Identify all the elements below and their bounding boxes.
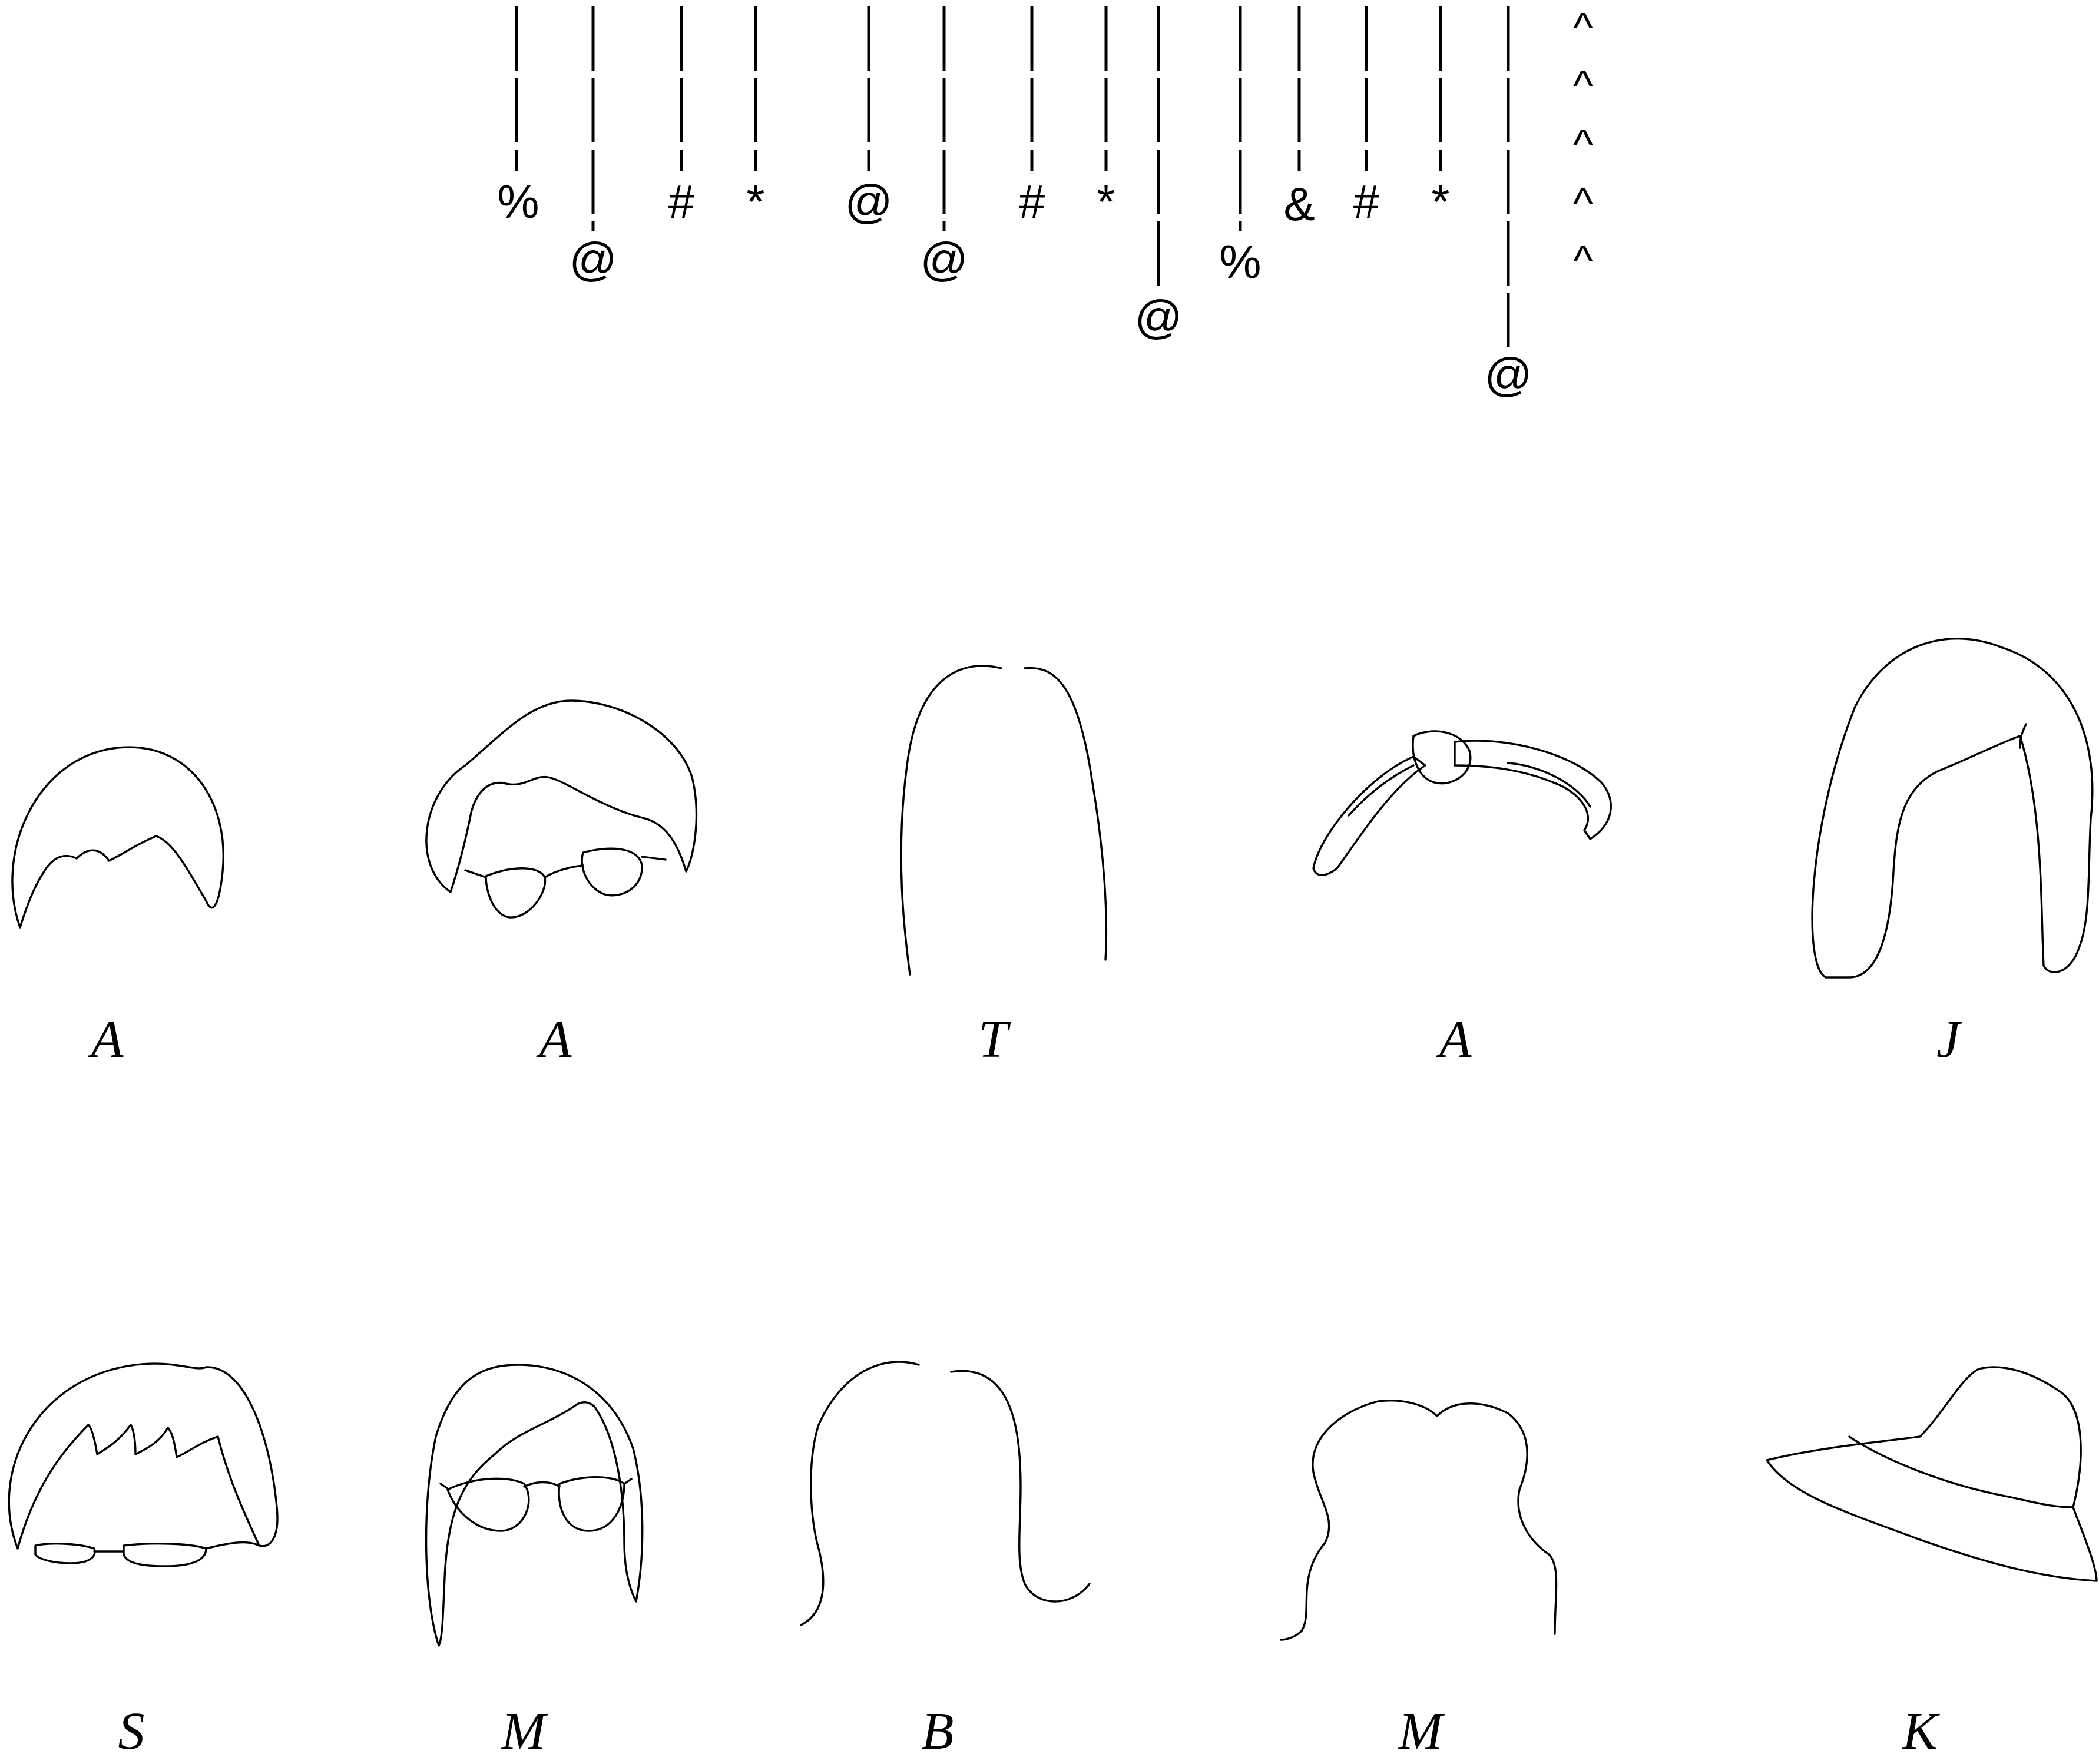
legend-symbol: * (1097, 175, 1115, 228)
legend-symbol: * (1431, 175, 1449, 228)
caret-mark: ^ (1573, 5, 1593, 52)
legend-symbol: * (746, 175, 764, 228)
caret-mark: ^ (1573, 180, 1593, 227)
long-straight-hair-drawing (900, 665, 1108, 976)
bucket-hat-drawing (1766, 1366, 2098, 1582)
figure-label: M (501, 1702, 549, 1760)
figure-label: K (1901, 1702, 1940, 1760)
figure-label: J (1936, 1010, 1962, 1069)
legend-symbol: % (1219, 236, 1261, 288)
legend-symbol: @ (1134, 291, 1182, 343)
legend-symbol: @ (1484, 349, 1532, 401)
caret-mark: ^ (1573, 238, 1593, 285)
legend-symbol: @ (845, 175, 892, 228)
caret-mark: ^ (1573, 121, 1593, 168)
bob-hair-with-sunglasses-drawing (425, 699, 698, 919)
legend-symbol: % (497, 175, 539, 228)
headband-drawing (1312, 730, 1612, 876)
legend-symbol: @ (569, 233, 617, 286)
figure-labels: A A T A J S M B M K (88, 1010, 1963, 1760)
legend-symbol: & (1283, 178, 1315, 230)
long-hair-with-round-glasses-drawing (425, 1364, 644, 1647)
short-spiky-hair-drawing (11, 746, 224, 929)
figure-label: M (1398, 1702, 1446, 1760)
curly-hair-drawing (1280, 1400, 1558, 1641)
figure-label: A (537, 1010, 572, 1069)
legend-symbol: # (668, 175, 695, 228)
legend-symbol: # (1353, 175, 1380, 228)
legend-symbol: # (1019, 175, 1045, 228)
symbol-legend: % @ # * @ @ # * @ % & # * @ ^ ^ ^ ^ ^ (497, 5, 1593, 401)
legend-symbol: @ (920, 233, 968, 286)
figure-label: B (922, 1702, 954, 1760)
spiky-hair-with-glasses-drawing (8, 1362, 279, 1567)
figure-label: S (118, 1702, 145, 1760)
figure-label: A (1436, 1010, 1472, 1069)
figure-label: T (978, 1010, 1011, 1069)
caret-mark: ^ (1573, 62, 1593, 110)
long-side-part-hair-drawing (1811, 637, 2094, 979)
shoulder-length-hair-drawing (800, 1361, 1091, 1626)
figure-label: A (88, 1010, 124, 1069)
